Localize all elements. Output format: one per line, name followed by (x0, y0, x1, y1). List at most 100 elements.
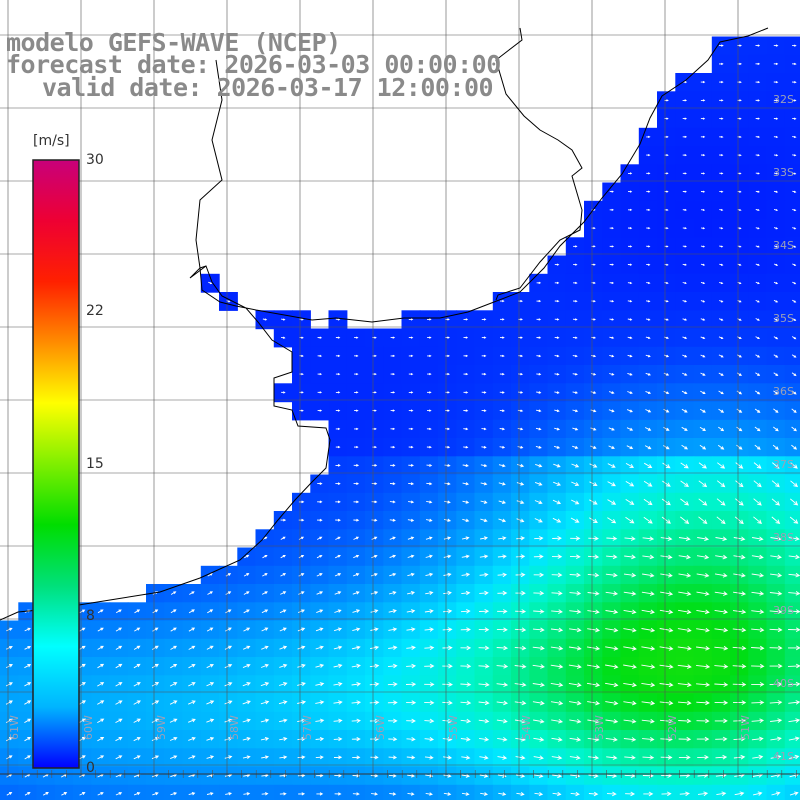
wind-arrow (369, 718, 380, 724)
wind-arrow (646, 208, 651, 212)
wind-cell (784, 511, 800, 530)
wind-arrow (496, 682, 509, 687)
wind-arrow (444, 500, 451, 504)
wind-cell (784, 127, 800, 147)
wind-arrow (133, 645, 141, 650)
wind-arrow (497, 590, 508, 596)
wind-arrow (24, 627, 31, 632)
wind-arrow (569, 700, 582, 706)
wind-arrow (444, 464, 451, 467)
wind-arrow (755, 208, 760, 212)
wind-arrow (442, 663, 453, 669)
wind-arrow (152, 609, 159, 614)
wind-arrow (170, 755, 178, 760)
wind-arrow (499, 354, 505, 358)
wind-arrow (281, 391, 286, 394)
wind-arrow (569, 755, 581, 760)
wind-cell (127, 602, 147, 622)
wind-arrow (719, 44, 724, 47)
wind-arrow (792, 154, 797, 157)
wind-arrow (353, 464, 360, 467)
wind-arrow (281, 318, 286, 321)
wind-arrow (352, 792, 360, 796)
wind-cell (0, 638, 19, 658)
wind-arrow (297, 773, 306, 778)
wind-cell (164, 638, 184, 658)
wind-cell (328, 784, 348, 800)
wind-arrow (735, 480, 744, 488)
wind-arrow (406, 645, 416, 650)
wind-arrow (463, 445, 469, 449)
wind-arrow (755, 44, 761, 47)
wind-arrow (515, 609, 527, 614)
wind-arrow (280, 518, 287, 522)
wind-arrow (755, 299, 760, 303)
wind-arrow (115, 682, 123, 687)
wind-arrow (792, 62, 797, 66)
wind-arrow (297, 663, 306, 668)
wind-arrow (791, 390, 797, 395)
wind-cell (109, 638, 129, 658)
wind-arrow (280, 573, 287, 577)
wind-arrow (516, 500, 525, 505)
wind-arrow (371, 554, 378, 559)
wind-arrow (788, 591, 800, 596)
wind-arrow (354, 336, 359, 339)
wind-arrow (334, 573, 342, 577)
lon-label-51w: 51W (739, 715, 752, 740)
wind-arrow (460, 608, 471, 614)
wind-arrow (334, 792, 342, 796)
wind-arrow (770, 572, 783, 578)
wind-arrow (553, 463, 561, 468)
wind-arrow (188, 792, 196, 796)
wind-cell (109, 602, 129, 622)
wind-arrow (442, 627, 453, 632)
wind-arrow (170, 609, 177, 614)
wind-arrow (569, 554, 581, 560)
wind-arrow (773, 227, 779, 230)
wind-arrow (6, 645, 13, 650)
wind-arrow (79, 792, 86, 796)
wind-arrow (499, 372, 505, 376)
wind-arrow (719, 227, 724, 230)
wind-arrow (715, 736, 728, 742)
wind-arrow (662, 480, 671, 487)
wind-arrow (569, 572, 581, 578)
wind-arrow (388, 773, 397, 778)
wind-arrow (443, 590, 452, 596)
wind-arrow (626, 427, 634, 431)
wind-arrow (499, 336, 505, 339)
wind-cell (401, 784, 421, 800)
wind-arrow (224, 645, 233, 650)
wind-arrow (534, 536, 544, 541)
wind-arrow (515, 572, 526, 578)
wind-arrow (461, 554, 470, 559)
wind-arrow (6, 627, 13, 632)
wind-arrow (370, 609, 379, 614)
wind-cell (784, 255, 800, 275)
wind-cell (310, 638, 330, 658)
wind-arrow (351, 700, 362, 705)
wind-arrow (515, 755, 526, 760)
wind-arrow (279, 645, 288, 650)
wind-arrow (678, 591, 692, 596)
wind-arrow (97, 792, 104, 796)
wind-arrow (499, 445, 506, 449)
wind-arrow (497, 572, 508, 578)
wind-cell (784, 164, 800, 184)
wind-arrow (316, 591, 324, 595)
wind-cell (784, 456, 800, 476)
wind-cell (292, 529, 311, 549)
wind-arrow (297, 700, 307, 705)
wind-arrow (771, 498, 781, 506)
wind-arrow (424, 755, 434, 760)
wind-arrow (605, 700, 619, 706)
wind-cell (109, 730, 129, 749)
wind-cell (182, 711, 202, 731)
wind-arrow (315, 645, 324, 650)
wind-arrow (587, 591, 600, 596)
wind-cell (310, 584, 330, 603)
wind-arrow (641, 646, 656, 651)
wind-arrow (568, 664, 582, 669)
wind-arrow (425, 536, 433, 540)
